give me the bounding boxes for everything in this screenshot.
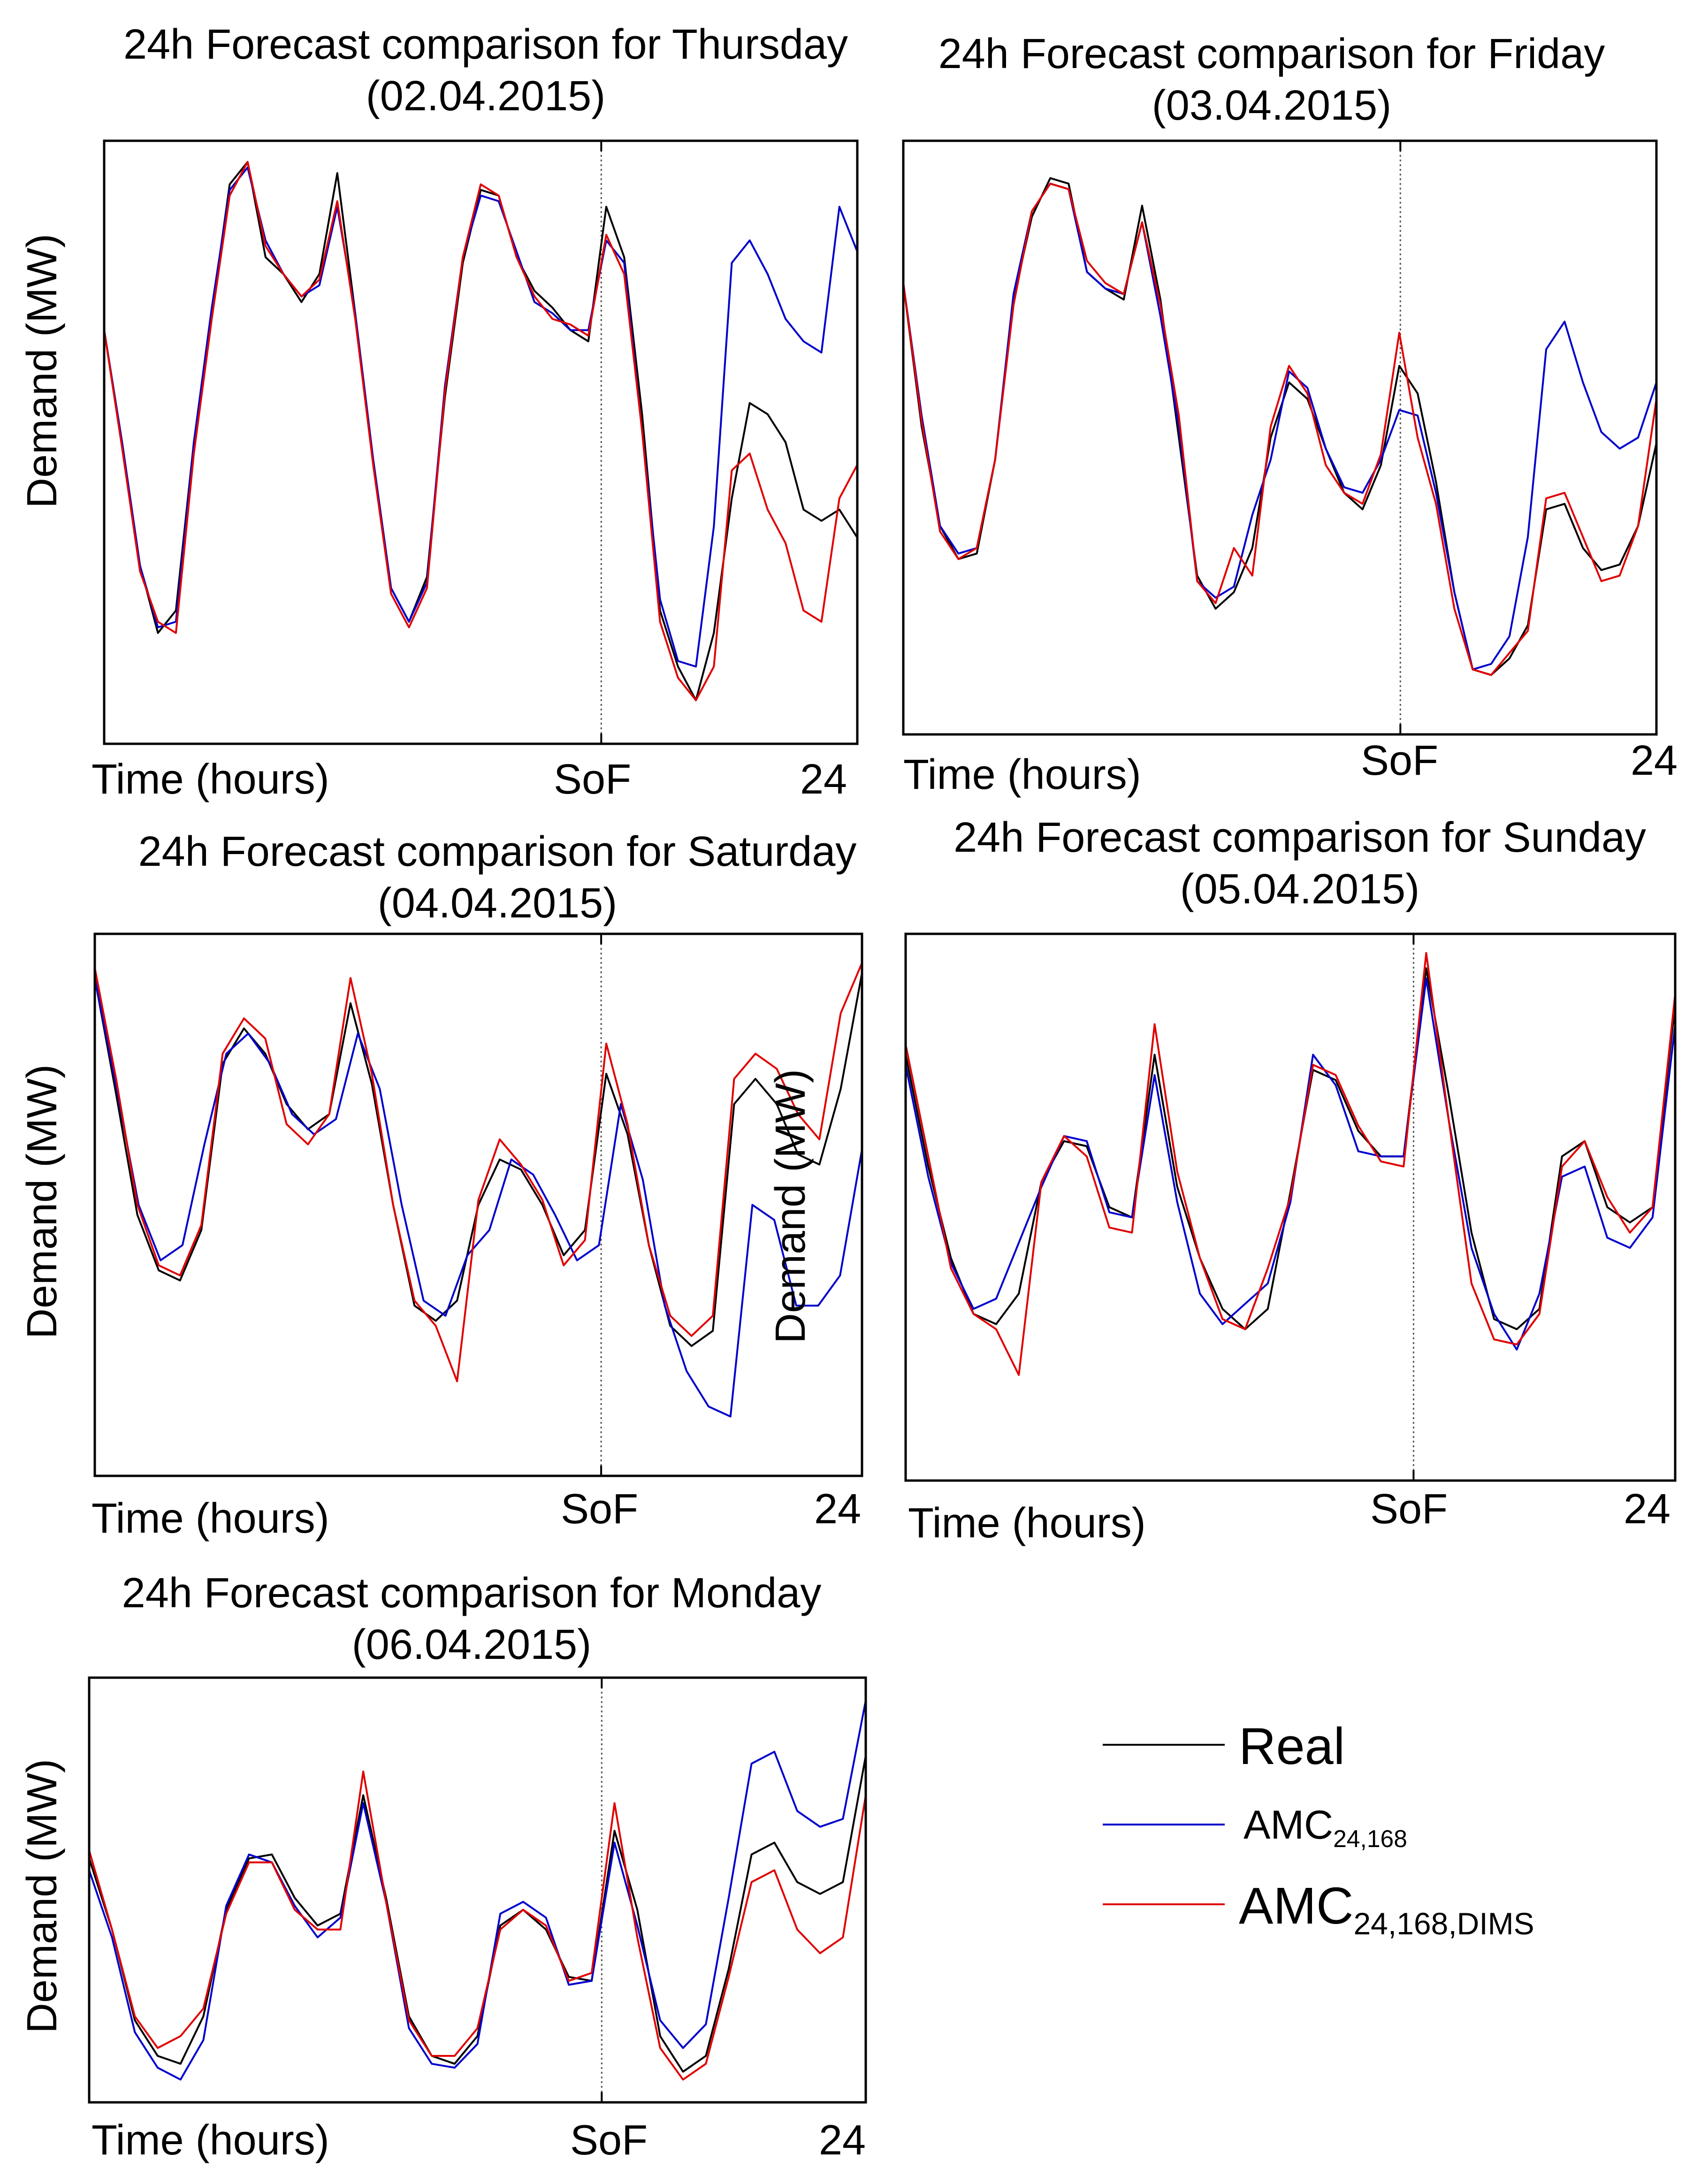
chart-title-text: 24h Forecast comparison for Saturday bbox=[138, 828, 857, 875]
chart-title: 24h Forecast comparison for Saturday (04.… bbox=[28, 826, 967, 929]
y-axis-label: Demand (MW) bbox=[18, 233, 66, 508]
x-axis-label: Time (hours) bbox=[92, 2117, 329, 2164]
series-line-amc-dims bbox=[103, 161, 858, 702]
sof-label: SoF bbox=[1361, 737, 1439, 784]
series-line-real bbox=[905, 967, 1676, 1330]
legend-label-amc: AMC24,168 bbox=[1243, 1802, 1407, 1853]
chart-title: 24h Forecast comparison for Monday (06.04… bbox=[28, 1567, 915, 1671]
legend-label-real: Real bbox=[1239, 1718, 1345, 1775]
chart-title: 24h Forecast comparison for Sunday (05.04… bbox=[863, 812, 1701, 915]
x-end-label: 24 bbox=[1631, 737, 1678, 784]
legend: Real AMC24,168 AMC24,168,DIMS bbox=[1103, 1699, 1666, 1962]
plot-frame bbox=[902, 139, 1658, 736]
chart-title-text: 24h Forecast comparison for Monday bbox=[122, 1570, 822, 1617]
series-line-amc-dims bbox=[902, 183, 1657, 676]
x-end-label: 24 bbox=[819, 2117, 866, 2164]
series-line-amc bbox=[94, 977, 863, 1418]
plot-area bbox=[902, 139, 1658, 736]
chart-title: 24h Forecast comparison for Thursday (02.… bbox=[28, 19, 943, 122]
x-end-label: 24 bbox=[814, 1486, 862, 1533]
series-line-amc-dims bbox=[94, 962, 863, 1382]
chart-title-text: 24h Forecast comparison for Sunday bbox=[953, 814, 1646, 861]
series-line-amc bbox=[905, 977, 1676, 1351]
legend-swatch-real bbox=[1103, 1744, 1225, 1746]
x-axis-label: Time (hours) bbox=[908, 1500, 1146, 1547]
plot-area bbox=[103, 139, 859, 745]
plot-frame bbox=[88, 1676, 867, 2104]
chart-title-date: (02.04.2015) bbox=[366, 73, 606, 120]
series-line-amc bbox=[902, 183, 1657, 671]
series-line-real bbox=[902, 177, 1657, 676]
series-line-amc bbox=[103, 166, 858, 668]
chart-title-date: (06.04.2015) bbox=[351, 1621, 592, 1668]
plot-frame bbox=[103, 139, 859, 745]
x-end-label: 24 bbox=[1624, 1486, 1671, 1533]
sof-label: SoF bbox=[554, 756, 632, 803]
chart-title-text: 24h Forecast comparison for Thursday bbox=[123, 21, 848, 68]
legend-swatch-amc bbox=[1103, 1824, 1225, 1825]
chart-title-date: (03.04.2015) bbox=[1152, 82, 1392, 129]
plot-area bbox=[88, 1676, 867, 2104]
chart-title: 24h Forecast comparison for Friday (03.04… bbox=[873, 28, 1670, 131]
series-line-amc-dims bbox=[88, 1771, 867, 2081]
sof-label: SoF bbox=[1370, 1486, 1448, 1533]
series-line-amc-dims bbox=[905, 952, 1676, 1376]
sof-label: SoF bbox=[570, 2117, 648, 2164]
y-axis-label: Demand (MW) bbox=[18, 1758, 66, 2033]
y-axis-label: Demand (MW) bbox=[767, 1069, 814, 1344]
plot-frame bbox=[93, 932, 863, 1477]
series-line-real bbox=[103, 161, 858, 702]
chart-title-date: (05.04.2015) bbox=[1180, 866, 1420, 913]
chart-title-text: 24h Forecast comparison for Friday bbox=[938, 31, 1605, 77]
plot-frame bbox=[904, 932, 1677, 1482]
plot-area bbox=[93, 932, 863, 1477]
y-axis-label: Demand (MW) bbox=[18, 1064, 66, 1339]
x-axis-label: Time (hours) bbox=[92, 1495, 329, 1542]
x-end-label: 24 bbox=[800, 756, 847, 803]
chart-title-date: (04.04.2015) bbox=[377, 880, 618, 927]
x-axis-label: Time (hours) bbox=[903, 751, 1141, 798]
legend-label-amc-dims: AMC24,168,DIMS bbox=[1239, 1877, 1534, 1941]
series-line-amc bbox=[88, 1700, 867, 2081]
legend-swatch-amc-dims bbox=[1103, 1903, 1225, 1905]
plot-area bbox=[904, 932, 1677, 1482]
x-axis-label: Time (hours) bbox=[92, 756, 329, 803]
sof-label: SoF bbox=[561, 1486, 639, 1533]
